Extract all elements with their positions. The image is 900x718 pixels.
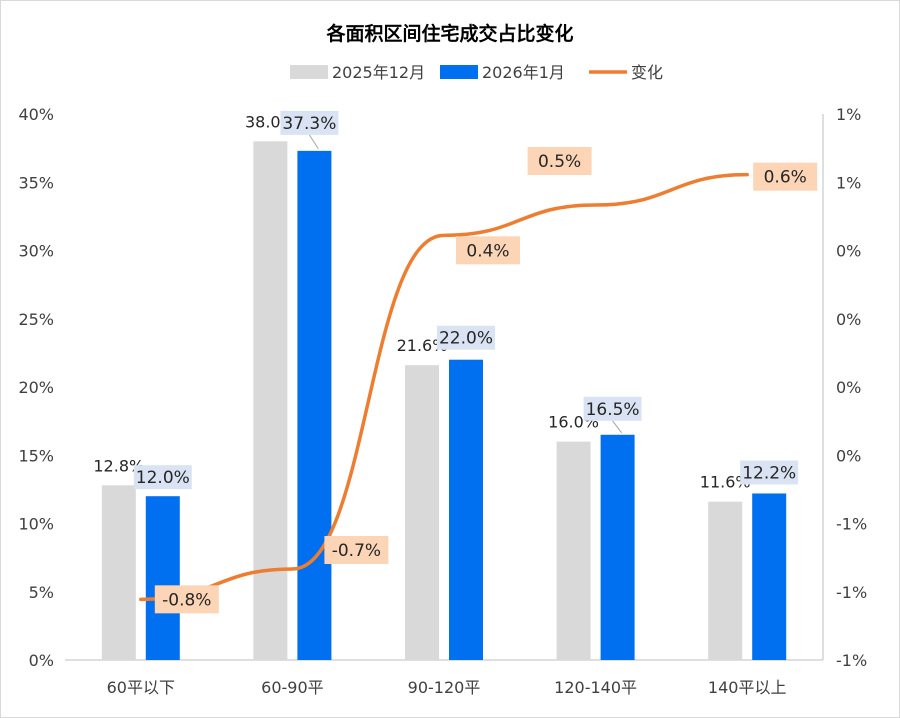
left-axis-tick-label: 25% — [18, 310, 54, 329]
data-label-2026-01: 12.2% — [742, 463, 796, 483]
x-axis-category-label: 120-140平 — [554, 678, 637, 697]
chart-legend: 2025年12月 2026年1月 变化 — [290, 63, 663, 82]
data-label-2026-01: 16.5% — [586, 400, 640, 420]
legend-label-2: 变化 — [631, 63, 663, 82]
chart-axes: 0% 5% 10% 15% 20% 25% 30% 35% 40% -1% -1% -1% 0% 0% 0%… — [18, 105, 867, 697]
x-axis-category-label: 140平以上 — [708, 678, 787, 697]
left-axis-tick-label: 5% — [29, 583, 54, 602]
right-axis-tick-label: 0% — [836, 310, 861, 329]
left-axis-tick-label: 40% — [18, 105, 54, 124]
data-label-2026-01-box — [740, 460, 799, 485]
bar-series — [101, 141, 787, 661]
right-axis-tick-label: 0% — [836, 242, 861, 261]
data-label-2025-12: 11.6% — [700, 473, 751, 492]
left-axis-tick-label: 35% — [18, 173, 54, 192]
legend-label-1: 2026年1月 — [482, 63, 565, 82]
data-label-2026-01-group: 16.5% — [583, 396, 642, 421]
legend-swatch-0 — [290, 65, 328, 79]
data-label-change: -0.7% — [332, 541, 381, 561]
leader-line — [612, 420, 622, 434]
x-axis-category-label: 60平以下 — [107, 678, 175, 697]
bar-2026-01 — [600, 434, 635, 660]
bar-2025-12 — [253, 141, 288, 661]
right-axis-tick-label: -1% — [836, 515, 867, 534]
left-axis-tick-label: 15% — [18, 446, 54, 465]
x-axis-category-label: 90-120平 — [408, 678, 481, 697]
data-label-change: 0.6% — [764, 168, 807, 188]
data-label-2026-01-group: 22.0% — [437, 325, 495, 350]
data-label-change-group: 0.5% — [527, 147, 592, 175]
data-label-change-box — [456, 236, 520, 265]
bar-2025-12 — [708, 501, 743, 660]
left-axis-tick-label: 0% — [29, 651, 54, 670]
x-axis-category-label: 60-90平 — [261, 678, 324, 697]
legend-label-0: 2025年12月 — [332, 63, 425, 82]
data-label-2026-01-box — [437, 325, 495, 350]
data-label-change-box — [527, 147, 592, 175]
bar-2025-12 — [101, 485, 136, 660]
data-label-change-group: 0.6% — [753, 162, 818, 191]
data-label-2026-01-box — [133, 465, 192, 490]
data-label-2026-01-group: 12.2% — [740, 460, 799, 485]
bar-2025-12 — [556, 441, 591, 660]
legend-swatch-1 — [440, 65, 478, 79]
data-label-2026-01-group: 37.3% — [280, 110, 339, 135]
data-label-change: -0.8% — [162, 590, 211, 610]
right-axis-tick-label: 0% — [836, 378, 861, 397]
bar-2026-01 — [297, 150, 332, 661]
left-axis-tick-label: 30% — [18, 242, 54, 261]
data-label-2026-01: 12.0% — [136, 468, 190, 488]
change-line — [139, 172, 749, 602]
left-axis-tick-label: 20% — [18, 378, 54, 397]
chart-title: 各面积区间住宅成交占比变化 — [325, 22, 573, 45]
data-labels: 12.8%38.0%21.6%16.0%11.6%12.0%37.3%22.0%… — [93, 110, 818, 614]
bar-2026-01 — [449, 359, 483, 660]
leader-line — [308, 134, 319, 150]
data-label-change: 0.5% — [538, 152, 581, 172]
bar-2026-01 — [752, 493, 787, 660]
bar-2026-01 — [145, 496, 180, 660]
right-axis-tick-label: 1% — [836, 173, 861, 192]
change-line-series — [139, 172, 749, 602]
data-label-change-group: -0.7% — [324, 536, 389, 564]
right-axis-tick-label: 1% — [836, 105, 861, 124]
data-label-2026-01-box — [280, 110, 339, 135]
data-label-2026-01-group: 12.0% — [133, 465, 192, 490]
right-axis-tick-label: 0% — [836, 446, 861, 465]
left-axis-tick-label: 10% — [18, 515, 54, 534]
data-label-change-box — [753, 162, 818, 191]
data-label-2025-12: 21.6% — [397, 336, 448, 355]
data-label-change-box — [324, 536, 389, 564]
right-axis-tick-label: -1% — [836, 651, 867, 670]
data-label-2026-01: 37.3% — [282, 114, 336, 134]
bar-2025-12 — [405, 365, 439, 660]
data-label-2026-01-box — [583, 396, 642, 421]
data-label-change-box — [154, 585, 219, 614]
data-label-change-group: -0.8% — [154, 585, 219, 614]
data-label-change: 0.4% — [466, 241, 509, 261]
data-label-2025-12: 12.8% — [93, 456, 144, 475]
data-label-change-group: 0.4% — [456, 236, 520, 265]
right-axis-tick-label: -1% — [836, 583, 867, 602]
data-label-2026-01: 22.0% — [439, 329, 493, 349]
